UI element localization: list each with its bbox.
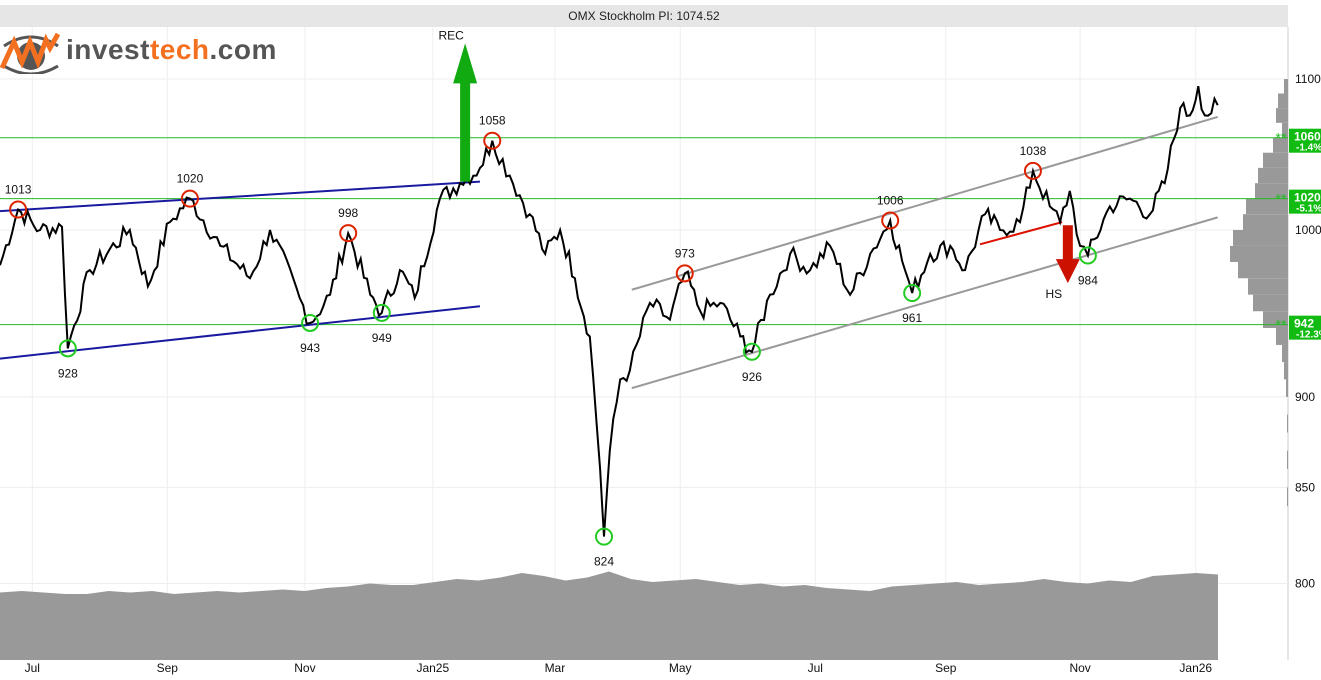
volume-profile-bar	[1238, 262, 1288, 279]
pivot-label: 1006	[877, 194, 904, 208]
volume-profile-bar	[1287, 487, 1288, 507]
volume-profile-bar	[1282, 344, 1288, 363]
logo-text-accent: tech	[149, 34, 210, 65]
logo-text: invest	[66, 34, 150, 65]
x-tick-label: Nov	[294, 661, 315, 675]
peak-marker	[881, 211, 900, 230]
signal-label: HS	[1046, 287, 1063, 301]
pivot-label: 926	[742, 370, 762, 384]
trough-marker	[1078, 246, 1097, 265]
trough-marker	[595, 527, 614, 546]
price-line	[0, 86, 1219, 537]
peak-marker	[339, 224, 358, 243]
pivot-label: 824	[594, 555, 614, 569]
trendline	[0, 180, 481, 213]
pivot-label: 1020	[177, 172, 204, 186]
trough-marker	[742, 342, 761, 361]
volume-profile-bar	[1284, 362, 1288, 380]
volume-profile-bar	[1287, 414, 1288, 433]
volume-profile-bar	[1243, 214, 1288, 230]
volume-profile-bar	[1278, 93, 1288, 109]
x-tick-label: Jan25	[416, 661, 449, 675]
support-value-label: 942	[1294, 317, 1314, 331]
y-tick-label: 850	[1295, 480, 1315, 494]
support-value-label: 1020	[1294, 191, 1321, 205]
volume-profile-bar	[1282, 122, 1288, 138]
peak-marker	[9, 200, 28, 219]
logo-text-domain: .com	[209, 34, 277, 65]
volume-profile-bar	[1255, 183, 1288, 199]
x-tick-label: Jul	[25, 661, 40, 675]
trough-marker	[58, 339, 77, 358]
buy-signal-arrow-icon	[453, 43, 478, 182]
support-pct-label: -1.4%	[1296, 143, 1321, 154]
peak-marker	[483, 131, 502, 150]
pivot-label: 973	[675, 246, 695, 260]
volume-profile-bar	[1258, 167, 1288, 184]
pivot-label: 961	[902, 311, 922, 325]
pivot-label: 998	[338, 206, 358, 220]
x-tick-label: Mar	[545, 661, 566, 675]
logo-icon	[0, 32, 61, 74]
support-marker: **	[1276, 191, 1287, 207]
support-marker: **	[1276, 130, 1287, 146]
volume-profile-bar	[1246, 198, 1288, 215]
x-tick-label: Sep	[935, 661, 957, 675]
y-tick-label: 800	[1295, 576, 1315, 590]
volume-profile-bar	[1248, 278, 1288, 295]
volume-profile-bar	[1263, 152, 1288, 168]
trough-marker	[903, 284, 922, 303]
x-tick-label: Jul	[808, 661, 823, 675]
peak-marker	[1023, 161, 1042, 180]
volume-area	[0, 571, 1218, 660]
support-marker: **	[1276, 317, 1287, 333]
volume-profile-bar	[1273, 137, 1288, 153]
volume-profile-bar	[1276, 108, 1288, 123]
y-tick-label: 1000	[1295, 223, 1321, 237]
pivot-label: 1013	[5, 183, 32, 197]
pivot-label: 1058	[479, 114, 506, 128]
support-label-box	[1289, 315, 1321, 340]
signal-label: REC	[438, 28, 464, 42]
x-tick-label: Sep	[157, 661, 179, 675]
x-tick-label: Jan26	[1179, 661, 1212, 675]
volume-profile-bar	[1287, 450, 1288, 469]
trough-marker	[372, 303, 391, 322]
trendline	[0, 305, 481, 360]
volume-profile-bar	[1286, 379, 1288, 397]
peak-marker	[675, 264, 694, 283]
volume-profile-bar	[1230, 245, 1288, 263]
x-tick-label: May	[669, 661, 692, 675]
support-label-box	[1289, 189, 1321, 214]
volume-profile-bar	[1284, 79, 1288, 94]
pivot-label: 943	[300, 341, 320, 355]
plot-area	[0, 27, 1288, 660]
pivot-label: 984	[1078, 274, 1098, 288]
support-pct-label: -12.3%	[1296, 330, 1321, 341]
support-pct-label: -5.1%	[1296, 204, 1321, 215]
volume-profile-bar	[1276, 328, 1288, 345]
volume-profile-bar	[1233, 230, 1288, 246]
trendline	[631, 216, 1218, 390]
support-value-label: 1060	[1294, 130, 1321, 144]
peak-marker	[180, 189, 199, 208]
support-label-box	[1289, 128, 1321, 153]
x-tick-label: Nov	[1069, 661, 1090, 675]
trendline	[631, 115, 1218, 291]
sell-signal-arrow-icon	[1055, 225, 1080, 284]
volume-profile-bar	[1253, 294, 1288, 312]
chart-title: OMX Stockholm PI: 1074.52	[0, 5, 1288, 27]
investtech-logo: investtech.com	[0, 28, 276, 74]
trendline	[979, 221, 1063, 246]
volume-profile-bar	[1263, 311, 1288, 329]
pivot-label: 928	[58, 366, 78, 380]
pivot-label: 1038	[1020, 144, 1047, 158]
y-tick-label: 1100	[1295, 72, 1321, 86]
trough-marker	[301, 313, 320, 332]
pivot-label: 949	[372, 331, 392, 345]
y-tick-label: 900	[1295, 390, 1315, 404]
